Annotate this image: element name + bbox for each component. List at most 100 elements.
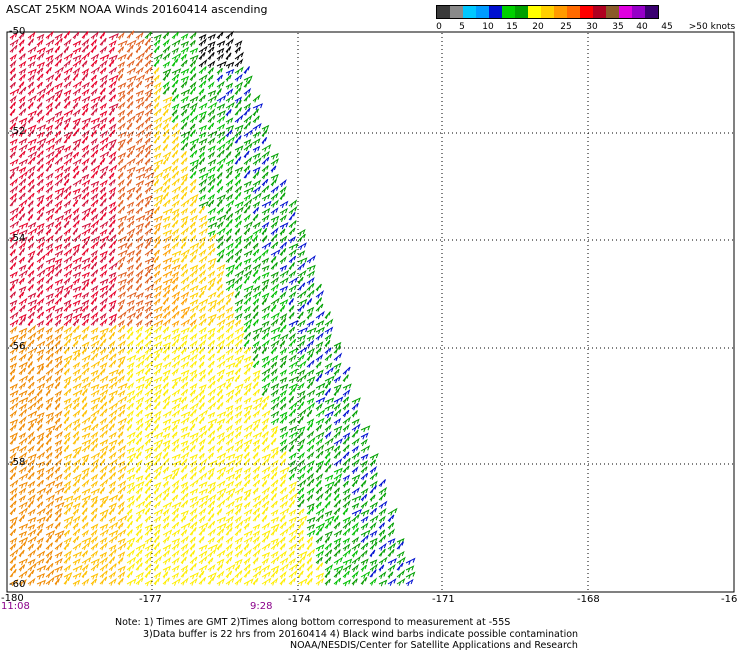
wind-barb: [36, 109, 43, 117]
wind-barb: [180, 263, 188, 271]
wind-barb: [198, 151, 205, 159]
wind-barb: [225, 255, 234, 263]
wind-barb: [279, 247, 287, 256]
wind-barb: [153, 464, 163, 474]
wind-barb: [252, 108, 259, 117]
wind-barb: [36, 374, 46, 383]
wind-barb: [171, 521, 180, 530]
wind-barb: [252, 577, 259, 586]
wind-barb: [198, 214, 208, 223]
wind-barb: [144, 438, 151, 446]
wind-barb: [189, 444, 196, 453]
wind-barb: [99, 395, 107, 403]
wind-barb: [9, 368, 16, 376]
wind-barb: [108, 515, 117, 524]
wind-barb: [378, 529, 386, 537]
wind-barb: [342, 558, 353, 566]
wind-barb: [135, 571, 144, 580]
wind-barb: [36, 67, 44, 75]
wind-barb: [180, 165, 189, 174]
wind-barb: [252, 565, 262, 573]
wind-barb: [216, 431, 225, 440]
wind-barb: [171, 94, 179, 102]
wind-barb: [297, 319, 306, 328]
wind-barb: [234, 81, 244, 90]
wind-barb: [18, 340, 27, 349]
wind-barb: [162, 361, 172, 369]
wind-barb: [63, 515, 74, 524]
wind-barb: [306, 564, 313, 572]
wind-barb: [162, 317, 172, 327]
wind-barb: [117, 340, 127, 348]
wind-barb: [99, 102, 108, 111]
wind-barb: [117, 403, 127, 412]
wind-barb: [405, 565, 415, 573]
wind-barb: [27, 299, 38, 307]
wind-barb: [297, 578, 308, 586]
wind-barb: [333, 362, 342, 370]
wind-barb: [360, 500, 369, 509]
wind-barb: [99, 312, 107, 321]
wind-barb: [225, 409, 234, 418]
wind-barb: [117, 500, 125, 509]
wind-barb: [216, 31, 224, 40]
wind-barb: [9, 235, 16, 243]
wind-barb: [9, 432, 19, 440]
wind-barb: [207, 230, 216, 237]
wind-barb: [36, 579, 46, 587]
wind-barb: [207, 46, 215, 54]
wind-barb: [162, 151, 172, 159]
wind-barb: [189, 312, 196, 320]
wind-barb: [252, 346, 261, 354]
wind-barb: [198, 102, 208, 110]
wind-barb: [270, 249, 281, 257]
wind-barb: [99, 536, 108, 545]
wind-barb: [243, 318, 253, 327]
wind-barb: [90, 290, 99, 299]
wind-barb: [162, 346, 171, 354]
wind-barb: [18, 459, 29, 467]
wind-barb: [225, 515, 234, 524]
wind-barb: [45, 283, 54, 292]
wind-barb: [63, 572, 73, 580]
wind-barb: [288, 528, 299, 537]
wind-barb: [45, 318, 53, 326]
wind-barb: [54, 355, 63, 363]
wind-barb: [252, 494, 261, 503]
wind-barb: [216, 528, 225, 537]
wind-barb: [9, 418, 19, 426]
wind-barb: [234, 549, 244, 558]
wind-barb: [207, 411, 216, 419]
wind-barb: [369, 549, 376, 558]
wind-barb: [207, 388, 217, 397]
wind-barb: [108, 103, 119, 111]
wind-barb: [306, 549, 316, 557]
wind-barb: [387, 522, 395, 530]
wind-barb: [225, 369, 235, 377]
wind-barb: [144, 352, 153, 361]
wind-barb: [288, 298, 294, 306]
wind-barb: [333, 445, 341, 453]
wind-barb: [342, 480, 349, 488]
wind-barb: [207, 122, 215, 131]
wind-barb: [243, 488, 252, 496]
wind-barb: [171, 402, 181, 411]
wind-barb: [162, 123, 169, 131]
wind-barb: [252, 248, 260, 257]
wind-barb: [126, 389, 136, 398]
wind-barb: [81, 570, 88, 579]
wind-barb: [180, 157, 188, 166]
wind-barb: [324, 564, 334, 572]
wind-barb: [216, 436, 226, 446]
scale-swatch: [632, 6, 645, 18]
wind-barb: [261, 297, 268, 306]
wind-barb: [90, 117, 101, 125]
wind-barb: [333, 425, 343, 433]
wind-barb: [243, 75, 253, 83]
wind-barb: [225, 313, 235, 321]
wind-barb: [135, 149, 144, 158]
wind-barb: [279, 451, 287, 459]
wind-barb: [180, 492, 189, 501]
wind-barb: [387, 538, 396, 545]
wind-barb: [117, 431, 124, 439]
